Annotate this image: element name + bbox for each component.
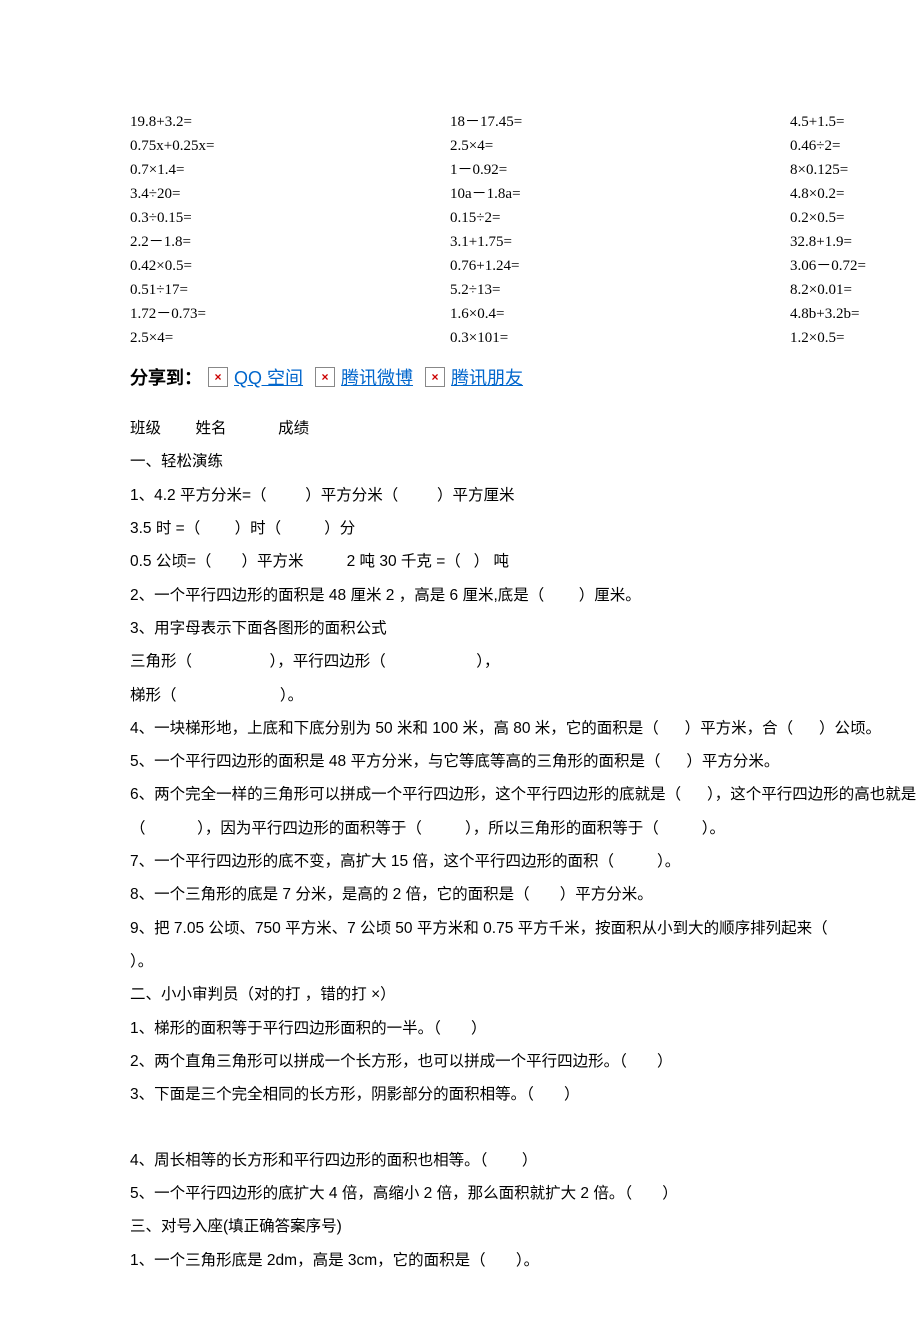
math-row: 2.5×4=0.3×101=1.2×0.5= <box>130 326 920 350</box>
math-cell: 3.06－0.72= <box>790 254 866 278</box>
text-line: 7、一个平行四边形的底不变，高扩大 15 倍，这个平行四边形的面积（ ）。 <box>130 845 920 878</box>
share-link-weibo[interactable]: 腾讯微博 <box>341 364 413 390</box>
math-row: 2.2－1.8=3.1+1.75=32.8+1.9= <box>130 230 920 254</box>
text-line: 2、两个直角三角形可以拼成一个长方形，也可以拼成一个平行四边形。（ ） <box>130 1045 920 1078</box>
text-line: 0.5 公顷=（ ）平方米 2 吨 30 千克 =（ ） 吨 <box>130 545 920 578</box>
math-cell: 1.2×0.5= <box>790 326 844 350</box>
math-row: 0.7×1.4=1－0.92=8×0.125= <box>130 158 920 182</box>
text-line: 梯形（ ）。 <box>130 679 920 712</box>
math-cell: 0.3×101= <box>450 326 790 350</box>
math-cell: 19.8+3.2= <box>130 110 450 134</box>
math-cell: 18－17.45= <box>450 110 790 134</box>
math-row: 19.8+3.2=18－17.45=4.5+1.5= <box>130 110 920 134</box>
math-cell: 0.42×0.5= <box>130 254 450 278</box>
text-line: 1、4.2 平方分米=（ ）平方分米（ ）平方厘米 <box>130 479 920 512</box>
math-row: 0.51÷17=5.2÷13=8.2×0.01= <box>130 278 920 302</box>
math-row: 3.4÷20=10a－1.8a=4.8×0.2= <box>130 182 920 206</box>
math-row: 0.42×0.5=0.76+1.24=3.06－0.72= <box>130 254 920 278</box>
text-line: 一、轻松演练 <box>130 445 920 478</box>
text-line: 班级 姓名 成绩 <box>130 412 920 445</box>
text-line: 二、小小审判员（对的打 ，错的打 ×） <box>130 978 920 1011</box>
math-cell: 5.2÷13= <box>450 278 790 302</box>
math-cell: 0.46÷2= <box>790 134 840 158</box>
text-line: 4、周长相等的长方形和平行四边形的面积也相等。（ ） <box>130 1144 920 1177</box>
text-line: 8、一个三角形的底是 7 分米，是高的 2 倍，它的面积是（ ）平方分米。 <box>130 878 920 911</box>
blank-gap <box>130 1112 920 1144</box>
math-cell: 4.8b+3.2b= <box>790 302 859 326</box>
math-cell: 3.4÷20= <box>130 182 450 206</box>
math-cell: 2.5×4= <box>450 134 790 158</box>
math-cell: 4.5+1.5= <box>790 110 844 134</box>
text-line: 3、用字母表示下面各图形的面积公式 <box>130 612 920 645</box>
math-cell: 0.76+1.24= <box>450 254 790 278</box>
share-link-pengyou[interactable]: 腾讯朋友 <box>451 364 523 390</box>
text-line: 2、一个平行四边形的面积是 48 厘米 2 ，高是 6 厘米,底是（ ）厘米。 <box>130 579 920 612</box>
math-cell: 0.51÷17= <box>130 278 450 302</box>
text-line: 9、把 7.05 公顷、750 平方米、7 公顷 50 平方米和 0.75 平方… <box>130 912 920 979</box>
math-cell: 1.6×0.4= <box>450 302 790 326</box>
math-cell: 4.8×0.2= <box>790 182 844 206</box>
text-line: 1、一个三角形底是 2dm，高是 3cm，它的面积是（ ）。 <box>130 1244 920 1277</box>
math-cell: 0.7×1.4= <box>130 158 450 182</box>
share-link-qq-zone[interactable]: QQ 空间 <box>234 364 303 390</box>
math-row: 1.72－0.73=1.6×0.4=4.8b+3.2b= <box>130 302 920 326</box>
math-problems-table: 19.8+3.2=18－17.45=4.5+1.5=0.75x+0.25x=2.… <box>130 110 920 350</box>
math-cell: 0.2×0.5= <box>790 206 844 230</box>
text-line: 3.5 时 =（ ）时（ ）分 <box>130 512 920 545</box>
math-cell: 3.1+1.75= <box>450 230 790 254</box>
broken-image-icon: × <box>208 367 228 387</box>
text-line: 3、下面是三个完全相同的长方形，阴影部分的面积相等。（ ） <box>130 1078 920 1111</box>
math-cell: 0.75x+0.25x= <box>130 134 450 158</box>
text-line: 6、两个完全一样的三角形可以拼成一个平行四边形，这个平行四边形的底就是（ ），这… <box>130 778 920 845</box>
math-cell: 0.15÷2= <box>450 206 790 230</box>
math-cell: 2.5×4= <box>130 326 450 350</box>
math-cell: 2.2－1.8= <box>130 230 450 254</box>
share-bar: 分享到： × QQ 空间 × 腾讯微博 × 腾讯朋友 <box>130 364 920 390</box>
text-line: 1、梯形的面积等于平行四边形面积的一半。（ ） <box>130 1012 920 1045</box>
math-cell: 8×0.125= <box>790 158 848 182</box>
share-label: 分享到： <box>130 364 202 390</box>
text-line: 三、对号入座(填正确答案序号) <box>130 1210 920 1243</box>
broken-image-icon: × <box>315 367 335 387</box>
text-line: 5、一个平行四边形的面积是 48 平方分米，与它等底等高的三角形的面积是（ ）平… <box>130 745 920 778</box>
math-row: 0.75x+0.25x=2.5×4=0.46÷2= <box>130 134 920 158</box>
math-cell: 8.2×0.01= <box>790 278 852 302</box>
math-cell: 1.72－0.73= <box>130 302 450 326</box>
math-cell: 0.3÷0.15= <box>130 206 450 230</box>
worksheet-body: 班级 姓名 成绩一、轻松演练1、4.2 平方分米=（ ）平方分米（ ）平方厘米3… <box>130 412 920 1277</box>
math-cell: 32.8+1.9= <box>790 230 852 254</box>
text-line: 5、一个平行四边形的底扩大 4 倍，高缩小 2 倍，那么面积就扩大 2 倍。（ … <box>130 1177 920 1210</box>
text-line: 三角形（ ），平行四边形（ ）， <box>130 645 920 678</box>
broken-image-icon: × <box>425 367 445 387</box>
math-cell: 10a－1.8a= <box>450 182 790 206</box>
math-cell: 1－0.92= <box>450 158 790 182</box>
math-row: 0.3÷0.15=0.15÷2=0.2×0.5= <box>130 206 920 230</box>
text-line: 4、一块梯形地，上底和下底分别为 50 米和 100 米，高 80 米，它的面积… <box>130 712 920 745</box>
